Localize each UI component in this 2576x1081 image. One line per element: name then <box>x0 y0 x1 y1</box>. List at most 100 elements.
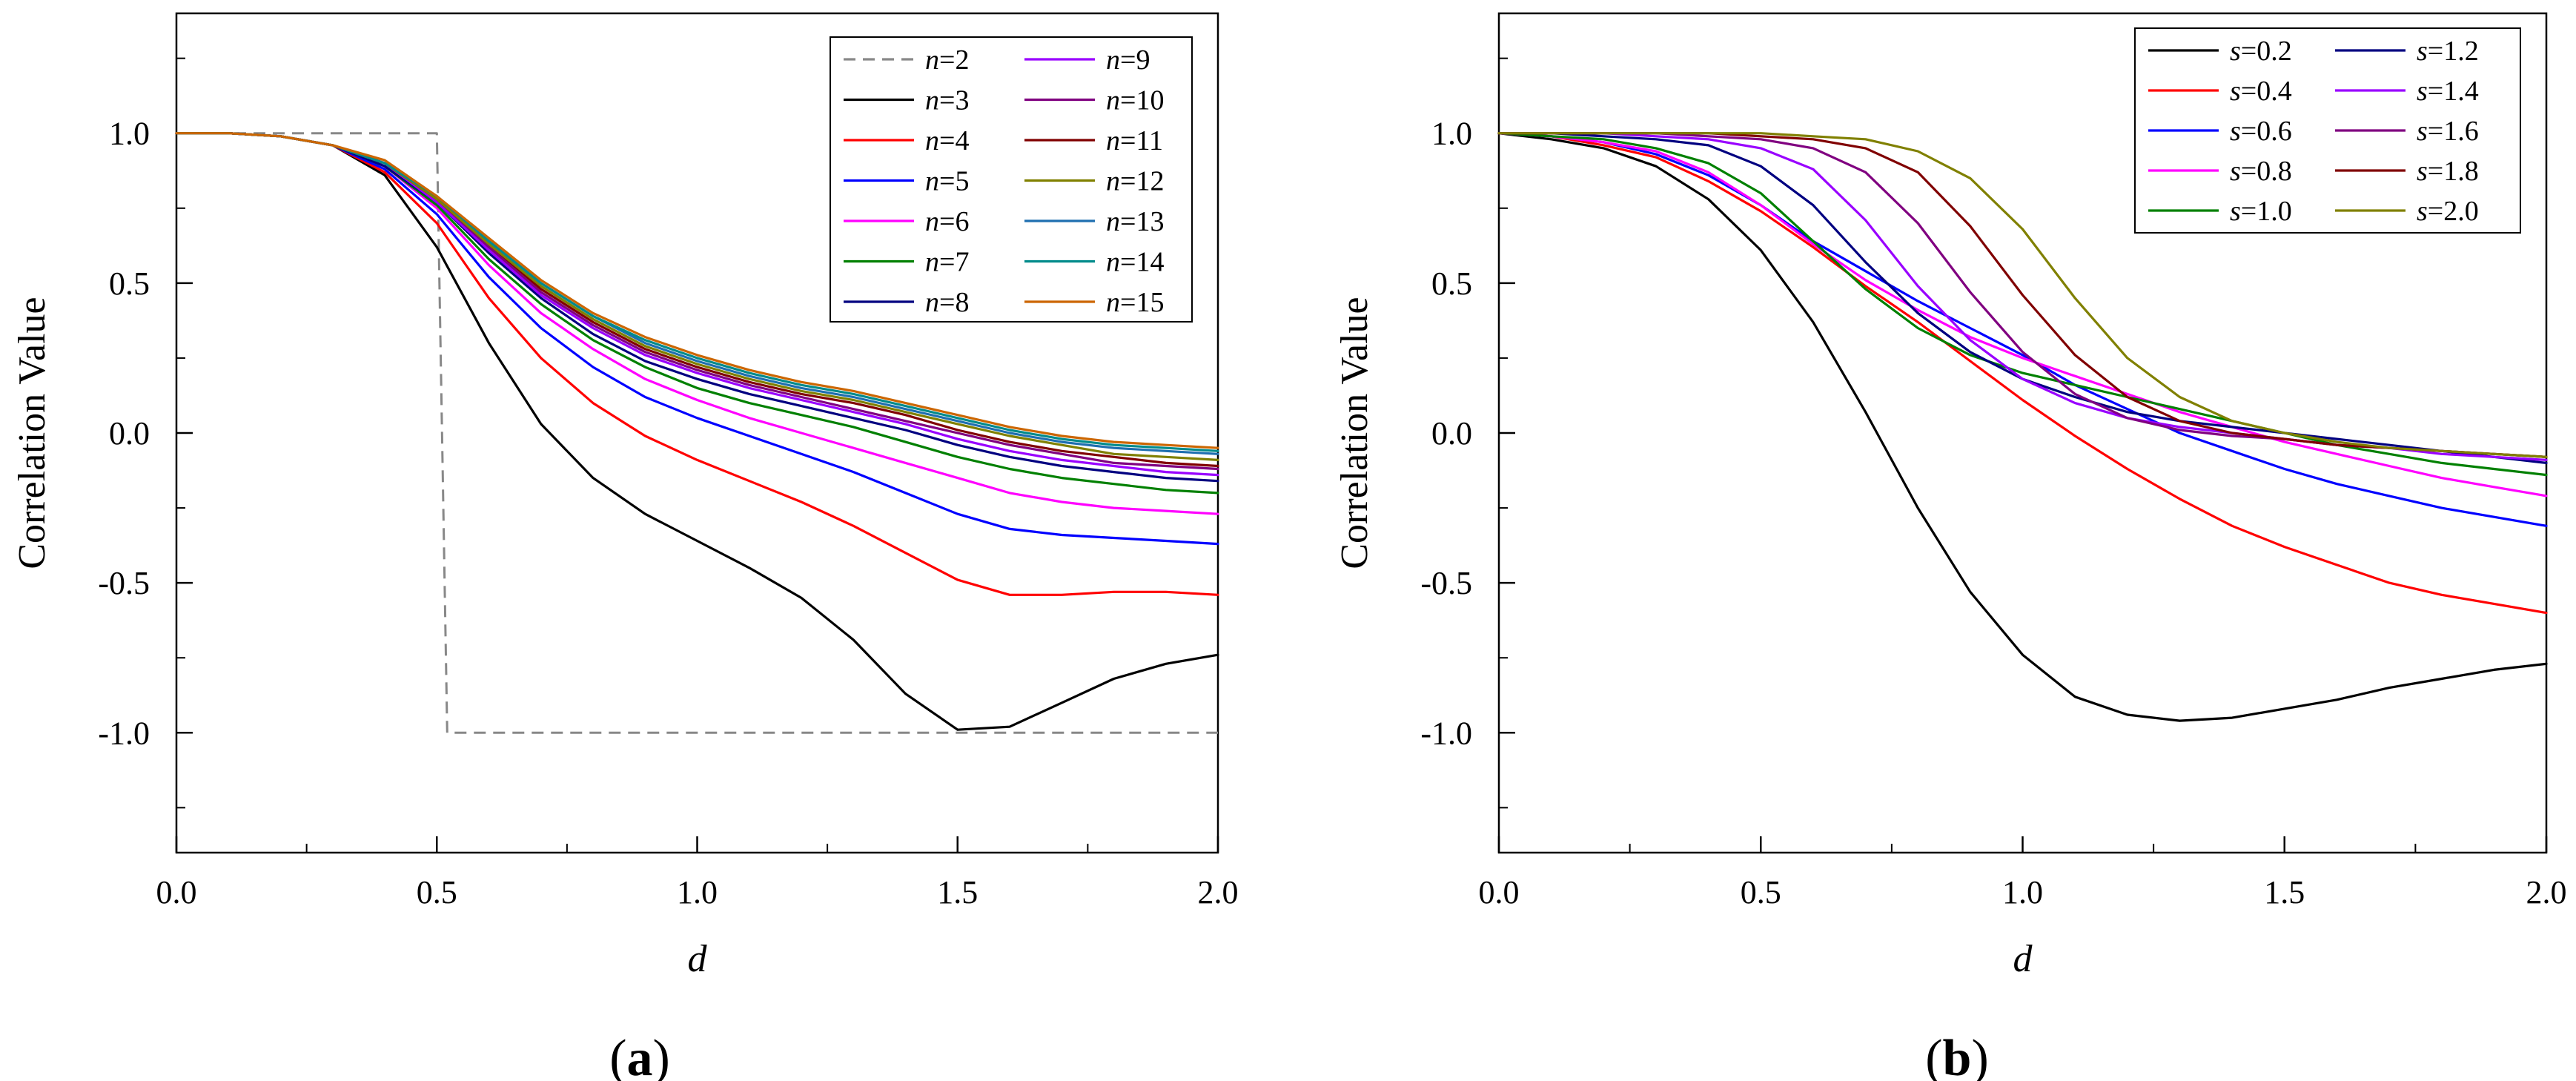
legend-label-n-7: n=7 <box>925 247 969 278</box>
legend-label-n-2: n=2 <box>925 44 969 76</box>
legend-equals: = <box>2428 36 2443 67</box>
panel-b-chart: 0.0 0.5 1.0 1.5 2.0 -1.0 -0.5 0.0 0.5 1.0 d Correla… <box>1334 12 2567 980</box>
y-axis-title: Correlation Value <box>1334 297 1376 569</box>
y-tick-label: -0.5 <box>1420 565 1472 601</box>
legend-equals: = <box>939 44 955 76</box>
legend-var: n <box>1106 247 1120 278</box>
x-tick-label: 2.0 <box>2526 874 2567 910</box>
series-line-n-15 <box>175 132 1219 449</box>
legend-equals: = <box>2428 156 2443 187</box>
series-line-s-0_4 <box>1497 132 2548 615</box>
y-tick-label: 1.0 <box>109 116 150 152</box>
legend-label-n-4: n=4 <box>925 125 969 156</box>
x-tick-label: 0.5 <box>1741 874 1781 910</box>
x-tick-label: 1.5 <box>937 874 978 910</box>
legend-label-n-8: n=8 <box>925 287 969 318</box>
legend-var: s <box>2417 76 2428 107</box>
legend-value: 1.4 <box>2443 76 2479 107</box>
legend-equals: = <box>1120 85 1136 116</box>
legend-value: 1.6 <box>2443 116 2479 147</box>
legend-label-n-15: n=15 <box>1106 287 1164 318</box>
legend-equals: = <box>939 125 955 156</box>
legend-value: 0.2 <box>2257 36 2292 67</box>
legend-value: 8 <box>955 287 969 318</box>
legend-equals: = <box>939 287 955 318</box>
legend-var: n <box>925 166 939 197</box>
legend-equals: = <box>939 85 955 116</box>
legend-var: n <box>925 247 939 278</box>
panel-b-label: (b) <box>1925 1030 1989 1081</box>
legend-label-s-0_6: s=0.6 <box>2230 116 2292 147</box>
x-tick-label: 1.0 <box>2002 874 2043 910</box>
legend-value: 6 <box>955 206 969 237</box>
series-line-s-0_2 <box>1497 132 2548 722</box>
legend-equals: = <box>939 206 955 237</box>
legend-value: 0.4 <box>2257 76 2292 107</box>
legend-label-n-12: n=12 <box>1106 166 1164 197</box>
x-axis-title: d <box>688 938 708 980</box>
legend-equals: = <box>2241 196 2257 227</box>
legend-var: n <box>1106 206 1120 237</box>
legend-value: 13 <box>1136 206 1164 237</box>
y-tick-label: 0.5 <box>109 265 150 302</box>
y-tick-label: 0.0 <box>109 415 150 452</box>
legend-label-s-1_4: s=1.4 <box>2417 76 2479 107</box>
legend-var: n <box>925 287 939 318</box>
legend-label-n-5: n=5 <box>925 166 969 197</box>
x-tick-label: 1.0 <box>677 874 718 910</box>
legend-label-n-14: n=14 <box>1106 247 1164 278</box>
legend-var: n <box>1106 125 1120 156</box>
legend-var: n <box>925 44 939 76</box>
legend-equals: = <box>1120 166 1136 197</box>
legend-value: 2 <box>955 44 969 76</box>
legend-value: 3 <box>955 85 969 116</box>
legend-var: n <box>1106 44 1120 76</box>
legend-var: n <box>925 125 939 156</box>
legend-var: n <box>925 85 939 116</box>
x-tick-label: 2.0 <box>1198 874 1239 910</box>
legend-value: 14 <box>1136 247 1164 278</box>
legend-label-s-0_2: s=0.2 <box>2230 36 2292 67</box>
legend-var: s <box>2230 116 2241 147</box>
legend-var: s <box>2417 196 2428 227</box>
x-axis-title: d <box>2013 938 2033 980</box>
legend-equals: = <box>2428 116 2443 147</box>
legend-var: s <box>2230 156 2241 187</box>
legend-label-s-1_2: s=1.2 <box>2417 36 2479 67</box>
series-line-s-0_8 <box>1497 132 2548 497</box>
legend-label-s-1_8: s=1.8 <box>2417 156 2479 187</box>
x-tick-label: 0.0 <box>156 874 197 910</box>
legend-var: s <box>2230 196 2241 227</box>
legend-equals: = <box>2241 36 2257 67</box>
legend-label-n-10: n=10 <box>1106 85 1164 116</box>
x-tick-label: 0.5 <box>417 874 457 910</box>
legend-equals: = <box>2428 196 2443 227</box>
legend-equals: = <box>1120 44 1136 76</box>
legend-var: s <box>2417 36 2428 67</box>
legend-var: s <box>2417 116 2428 147</box>
legend-var: s <box>2230 36 2241 67</box>
legend-equals: = <box>939 247 955 278</box>
series-line-s-1_0 <box>1497 132 2548 477</box>
legend-equals: = <box>2241 116 2257 147</box>
legend-value: 0.8 <box>2257 156 2292 187</box>
panel-a-label: (a) <box>609 1030 670 1081</box>
y-tick-label: -1.0 <box>98 715 150 751</box>
x-tick-label: 1.5 <box>2264 874 2305 910</box>
legend-label-s-0_8: s=0.8 <box>2230 156 2292 187</box>
legend-label-s-1_6: s=1.6 <box>2417 116 2479 147</box>
legend-value: 1.2 <box>2443 36 2479 67</box>
series-line-n-2 <box>176 132 1218 734</box>
legend-var: n <box>1106 85 1120 116</box>
legend-var: n <box>1106 287 1120 318</box>
legend-var: s <box>2417 156 2428 187</box>
legend-value: 11 <box>1136 125 1163 156</box>
legend-value: 4 <box>955 125 969 156</box>
legend-label-n-11: n=11 <box>1106 125 1163 156</box>
legend-label-n-3: n=3 <box>925 85 969 116</box>
legend-value: 5 <box>955 166 969 197</box>
x-tick-label: 0.0 <box>1479 874 1520 910</box>
legend-equals: = <box>2241 156 2257 187</box>
legend-value: 1.8 <box>2443 156 2479 187</box>
